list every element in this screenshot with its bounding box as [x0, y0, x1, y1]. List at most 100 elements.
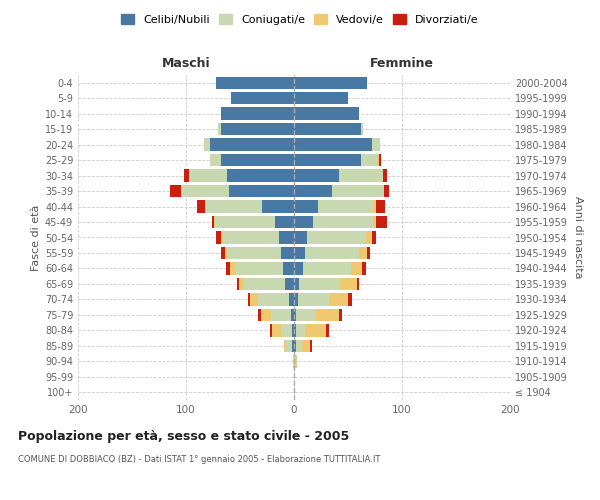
- Bar: [284, 340, 286, 352]
- Text: Maschi: Maschi: [161, 57, 211, 70]
- Bar: [225, 247, 227, 259]
- Legend: Celibi/Nubili, Coniugati/e, Vedovi/e, Divorziati/e: Celibi/Nubili, Coniugati/e, Vedovi/e, Di…: [118, 10, 482, 28]
- Bar: [250, 293, 259, 306]
- Bar: [221, 123, 294, 136]
- Bar: [293, 355, 294, 368]
- Bar: [210, 154, 221, 166]
- Bar: [210, 138, 294, 151]
- Bar: [356, 278, 359, 290]
- Bar: [237, 278, 239, 290]
- Bar: [227, 247, 281, 259]
- Bar: [294, 278, 299, 290]
- Bar: [294, 293, 298, 306]
- Bar: [248, 293, 250, 306]
- Bar: [271, 308, 291, 321]
- Bar: [292, 324, 294, 336]
- Bar: [262, 200, 294, 212]
- Bar: [272, 324, 281, 336]
- Bar: [294, 76, 367, 89]
- Bar: [279, 232, 294, 243]
- Bar: [302, 340, 310, 352]
- Bar: [376, 216, 387, 228]
- Bar: [286, 340, 292, 352]
- Bar: [189, 170, 227, 182]
- Bar: [376, 200, 385, 212]
- Bar: [205, 200, 262, 212]
- Bar: [221, 108, 294, 120]
- Bar: [215, 216, 275, 228]
- Bar: [221, 154, 294, 166]
- Bar: [286, 278, 294, 290]
- Bar: [359, 247, 367, 259]
- Bar: [294, 355, 295, 368]
- Bar: [294, 232, 307, 243]
- Bar: [294, 123, 361, 136]
- Bar: [379, 154, 382, 166]
- Text: Popolazione per età, sesso e stato civile - 2005: Popolazione per età, sesso e stato civil…: [18, 430, 349, 443]
- Bar: [221, 232, 223, 243]
- Bar: [292, 340, 294, 352]
- Bar: [227, 170, 294, 182]
- Bar: [197, 200, 205, 212]
- Bar: [318, 200, 374, 212]
- Bar: [218, 123, 221, 136]
- Bar: [296, 308, 316, 321]
- Bar: [294, 154, 361, 166]
- Bar: [226, 262, 230, 274]
- Bar: [294, 138, 372, 151]
- Bar: [181, 185, 229, 198]
- Bar: [296, 340, 302, 352]
- Bar: [295, 355, 297, 368]
- Bar: [373, 216, 376, 228]
- Bar: [291, 308, 294, 321]
- Bar: [184, 170, 189, 182]
- Bar: [305, 247, 359, 259]
- Bar: [294, 170, 340, 182]
- Bar: [170, 185, 181, 198]
- Bar: [270, 324, 272, 336]
- Bar: [340, 170, 383, 182]
- Bar: [374, 200, 376, 212]
- Bar: [372, 138, 380, 151]
- Bar: [294, 216, 313, 228]
- Bar: [235, 262, 283, 274]
- Bar: [296, 324, 305, 336]
- Bar: [239, 278, 244, 290]
- Bar: [230, 262, 235, 274]
- Bar: [307, 232, 367, 243]
- Bar: [260, 308, 271, 321]
- Bar: [294, 92, 348, 104]
- Bar: [214, 216, 215, 228]
- Bar: [232, 92, 294, 104]
- Bar: [294, 262, 302, 274]
- Bar: [221, 247, 225, 259]
- Bar: [340, 308, 341, 321]
- Y-axis label: Anni di nascita: Anni di nascita: [573, 196, 583, 279]
- Bar: [383, 185, 389, 198]
- Text: Femmine: Femmine: [370, 57, 434, 70]
- Bar: [367, 232, 372, 243]
- Bar: [383, 170, 387, 182]
- Bar: [361, 123, 363, 136]
- Bar: [362, 262, 367, 274]
- Bar: [332, 185, 383, 198]
- Bar: [229, 185, 294, 198]
- Bar: [299, 278, 340, 290]
- Bar: [348, 293, 352, 306]
- Bar: [298, 293, 329, 306]
- Bar: [259, 308, 260, 321]
- Bar: [281, 247, 294, 259]
- Bar: [305, 324, 326, 336]
- Bar: [212, 216, 214, 228]
- Bar: [216, 76, 294, 89]
- Bar: [216, 232, 221, 243]
- Bar: [377, 154, 379, 166]
- Y-axis label: Fasce di età: Fasce di età: [31, 204, 41, 270]
- Bar: [244, 278, 286, 290]
- Bar: [205, 138, 210, 151]
- Bar: [275, 216, 294, 228]
- Bar: [340, 278, 356, 290]
- Bar: [351, 262, 362, 274]
- Bar: [294, 247, 305, 259]
- Bar: [329, 293, 348, 306]
